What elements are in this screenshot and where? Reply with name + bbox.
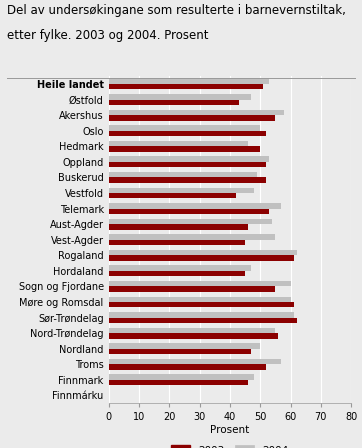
Bar — [109, 219, 272, 224]
Bar — [109, 250, 296, 255]
Bar — [109, 131, 266, 136]
Bar — [109, 375, 254, 380]
Bar — [109, 265, 251, 271]
Bar — [109, 318, 296, 323]
Bar — [109, 333, 278, 339]
Bar — [109, 172, 257, 177]
Bar — [109, 359, 281, 364]
Bar — [109, 380, 248, 385]
Bar — [109, 240, 245, 245]
Bar — [109, 203, 281, 208]
Bar — [109, 156, 269, 162]
Bar — [109, 255, 294, 261]
Bar — [109, 234, 275, 240]
Bar — [109, 208, 269, 214]
Bar — [109, 141, 248, 146]
Text: etter fylke. 2003 og 2004. Prosent: etter fylke. 2003 og 2004. Prosent — [7, 29, 209, 42]
Bar — [109, 146, 260, 152]
Bar — [109, 297, 290, 302]
Legend: 2003, 2004: 2003, 2004 — [167, 441, 292, 448]
Bar — [109, 281, 290, 286]
Bar — [109, 349, 251, 354]
Bar — [109, 364, 266, 370]
Bar — [109, 327, 275, 333]
Bar — [109, 110, 285, 115]
Bar — [109, 78, 269, 84]
Bar — [109, 188, 254, 193]
Bar — [109, 115, 275, 121]
Bar — [109, 193, 236, 198]
Bar — [109, 94, 251, 99]
Bar — [109, 84, 263, 90]
Bar — [109, 312, 294, 318]
Bar — [109, 224, 248, 229]
Bar — [109, 125, 260, 131]
Text: Del av undersøkingane som resulterte i barnevernstiltak,: Del av undersøkingane som resulterte i b… — [7, 4, 346, 17]
Bar — [109, 343, 260, 349]
Bar — [109, 162, 266, 167]
Bar — [109, 177, 266, 183]
Bar — [109, 302, 294, 307]
Bar — [109, 286, 275, 292]
X-axis label: Prosent: Prosent — [210, 425, 249, 435]
Bar — [109, 99, 239, 105]
Bar — [109, 271, 245, 276]
